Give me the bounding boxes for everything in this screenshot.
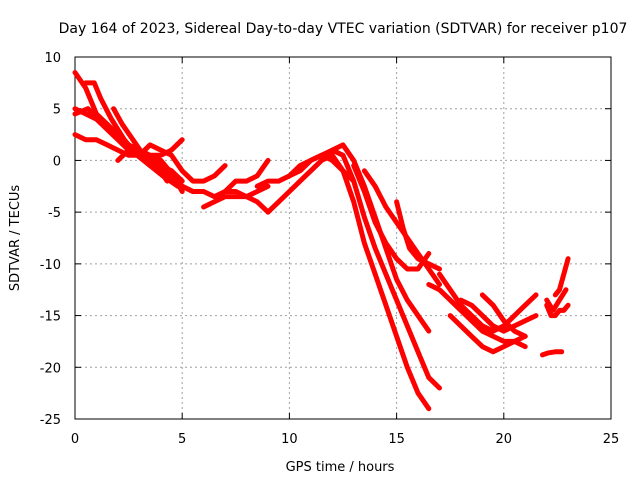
data-series-sat-j <box>222 157 271 194</box>
y-tick-label: 5 <box>53 103 61 118</box>
data-series-sat-u <box>458 297 539 334</box>
data-series-sat-o <box>351 163 432 272</box>
data-series-sat-v <box>479 292 528 339</box>
y-tick-label: 10 <box>44 51 61 66</box>
y-tick-label: -20 <box>40 361 61 376</box>
chart-title: Day 164 of 2023, Sidereal Day-to-day VTE… <box>59 21 628 37</box>
x-tick-label: 25 <box>603 432 620 447</box>
data-series-sat-m <box>286 147 442 391</box>
data-series-sat-g <box>115 142 228 184</box>
data-series-sat-y <box>552 256 571 298</box>
data-series-sat-z <box>539 349 565 358</box>
x-axis-label: GPS time / hours <box>286 460 395 475</box>
data-series-sat-q <box>394 199 442 272</box>
y-tick-label: -10 <box>40 258 61 273</box>
data-series-sat-l <box>265 152 432 412</box>
x-tick-label: 5 <box>178 432 186 447</box>
x-tick-label: 20 <box>496 432 513 447</box>
y-tick-label: -5 <box>48 206 61 221</box>
data-series-sat-x <box>544 287 569 313</box>
grid <box>75 57 611 419</box>
x-tick-label: 10 <box>281 432 298 447</box>
x-tick-label: 15 <box>388 432 405 447</box>
y-tick-label: 0 <box>53 154 61 169</box>
data-series-sat-f <box>111 106 170 184</box>
data-series-sat-i <box>201 194 271 215</box>
x-tick-label: 0 <box>71 432 79 447</box>
data-series-sat-w <box>544 302 571 319</box>
data-series-sat-t <box>447 313 528 355</box>
plot-frame <box>74 56 612 420</box>
y-axis-label: SDTVAR / TECUs <box>8 185 23 292</box>
y-tick-label: -15 <box>40 310 61 325</box>
data-traces <box>72 70 571 412</box>
axis-ticks: 0 5 10 15 20 25 -25 -20 -15 -10 -5 0 5 10 <box>40 51 620 447</box>
data-series-sat-s <box>437 271 539 334</box>
y-tick-label: -25 <box>40 413 61 428</box>
